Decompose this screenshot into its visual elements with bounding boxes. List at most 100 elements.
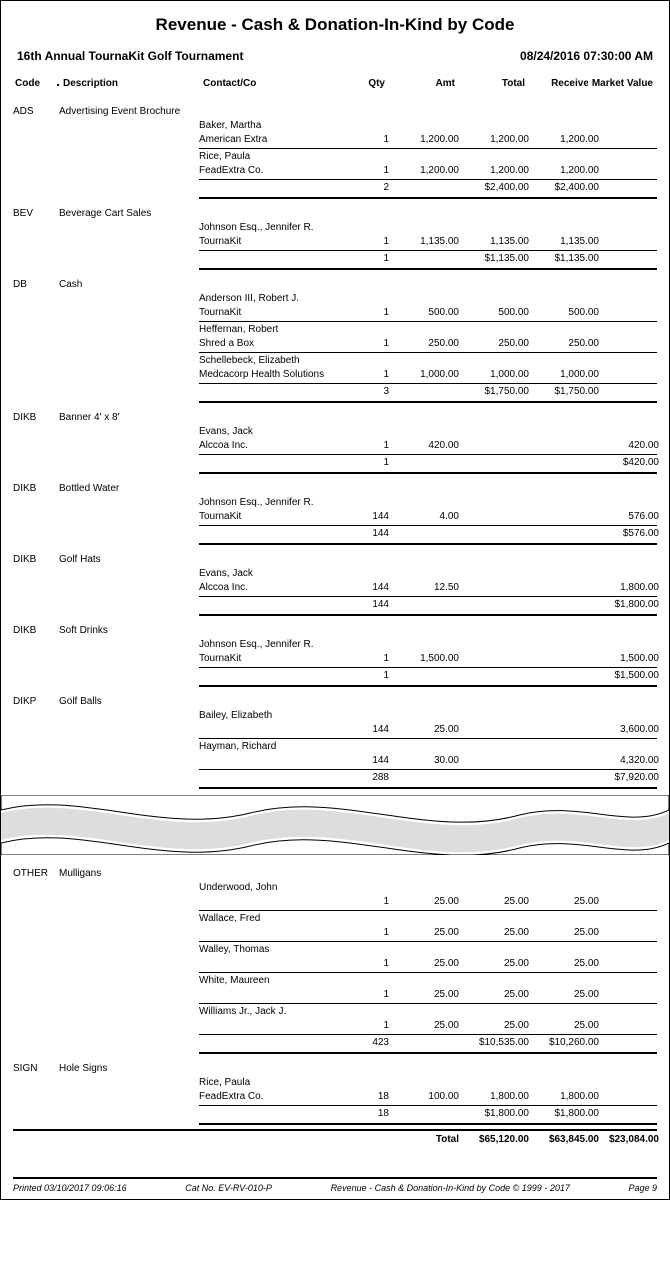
qty-cell: 1 xyxy=(349,164,389,178)
sections-top: ADSAdvertising Event BrochureBaker, Mart… xyxy=(13,99,657,789)
company-cell: Medcacorp Health Solutions xyxy=(199,368,349,382)
amt-cell: 1,500.00 xyxy=(389,652,459,666)
qty-cell: 1 xyxy=(349,235,389,249)
amt-cell: 1,135.00 xyxy=(389,235,459,249)
sub-received: $2,400.00 xyxy=(529,181,599,195)
contact-cell: Heffernan, Robert xyxy=(199,323,349,337)
event-datetime: 08/24/2016 07:30:00 AM xyxy=(520,49,653,63)
contact-cell: Wallace, Fred xyxy=(199,912,349,926)
section-DIKB: DIKBSoft DrinksJohnson Esq., Jennifer R.… xyxy=(13,618,657,687)
market-cell: 576.00 xyxy=(599,510,659,524)
contact-cell: Schellebeck, Elizabeth xyxy=(199,354,349,368)
sub-qty: 2 xyxy=(349,181,389,195)
amt-cell: 25.00 xyxy=(389,957,459,971)
received-cell: 1,000.00 xyxy=(529,368,599,382)
received-cell: 500.00 xyxy=(529,306,599,320)
qty-cell: 144 xyxy=(349,754,389,768)
footer-page: Page 9 xyxy=(628,1183,657,1193)
received-cell: 1,200.00 xyxy=(529,133,599,147)
code-cell: BEV xyxy=(13,207,59,221)
total-cell: 1,000.00 xyxy=(459,368,529,382)
col-contact: Contact/Co xyxy=(199,77,349,91)
received-cell: 25.00 xyxy=(529,957,599,971)
sub-received: $10,260.00 xyxy=(529,1036,599,1050)
company-cell: TournaKit xyxy=(199,652,349,666)
amt-cell: 100.00 xyxy=(389,1090,459,1104)
section-DB: DBCashAnderson III, Robert J.TournaKit15… xyxy=(13,272,657,403)
qty-cell: 1 xyxy=(349,368,389,382)
section-OTHER: OTHERMulligansUnderwood, John125.0025.00… xyxy=(13,861,657,1054)
sub-qty: 144 xyxy=(349,527,389,541)
contact-cell: Rice, Paula xyxy=(199,150,349,164)
total-cell: 25.00 xyxy=(459,1019,529,1033)
contact-cell: Evans, Jack xyxy=(199,425,349,439)
sub-market: $7,920.00 xyxy=(599,771,659,785)
contact-cell: Evans, Jack xyxy=(199,567,349,581)
sub-total: $10,535.00 xyxy=(459,1036,529,1050)
col-market: Market Value xyxy=(588,77,657,91)
amt-cell: 25.00 xyxy=(389,723,459,737)
contact-cell: Hayman, Richard xyxy=(199,740,349,754)
report-footer: Printed 03/10/2017 09:06:16 Cat No. EV-R… xyxy=(13,1177,657,1195)
desc-cell: Golf Hats xyxy=(59,553,199,567)
code-cell: DIKB xyxy=(13,553,59,567)
desc-cell: Bottled Water xyxy=(59,482,199,496)
sections-bottom: OTHERMulligansUnderwood, John125.0025.00… xyxy=(13,861,657,1125)
total-cell: 25.00 xyxy=(459,957,529,971)
contact-cell: Walley, Thomas xyxy=(199,943,349,957)
received-cell: 25.00 xyxy=(529,895,599,909)
company-cell: TournaKit xyxy=(199,306,349,320)
section-DIKB: DIKBGolf HatsEvans, JackAlccoa Inc.14412… xyxy=(13,547,657,616)
amt-cell: 420.00 xyxy=(389,439,459,453)
code-cell: DIKB xyxy=(13,411,59,425)
market-cell: 4,320.00 xyxy=(599,754,659,768)
qty-cell: 1 xyxy=(349,337,389,351)
sub-qty: 144 xyxy=(349,598,389,612)
total-cell: 25.00 xyxy=(459,988,529,1002)
company-cell: TournaKit xyxy=(199,510,349,524)
col-amt: Amt xyxy=(389,77,459,91)
qty-cell: 1 xyxy=(349,133,389,147)
sub-total: $2,400.00 xyxy=(459,181,529,195)
sub-received: $1,135.00 xyxy=(529,252,599,266)
qty-cell: 144 xyxy=(349,510,389,524)
received-cell: 1,800.00 xyxy=(529,1090,599,1104)
qty-cell: 1 xyxy=(349,895,389,909)
market-cell: 420.00 xyxy=(599,439,659,453)
desc-cell: Beverage Cart Sales xyxy=(59,207,199,221)
code-cell: DIKB xyxy=(13,624,59,638)
company-cell: Shred a Box xyxy=(199,337,349,351)
sub-total: $1,135.00 xyxy=(459,252,529,266)
desc-cell: Cash xyxy=(59,278,199,292)
contact-cell: Johnson Esq., Jennifer R. xyxy=(199,638,349,652)
received-cell: 1,200.00 xyxy=(529,164,599,178)
grand-total-row: Total $65,120.00 $63,845.00 $23,084.00 xyxy=(13,1133,657,1147)
qty-cell: 144 xyxy=(349,581,389,595)
received-cell: 25.00 xyxy=(529,988,599,1002)
sub-qty: 18 xyxy=(349,1107,389,1121)
sub-qty: 1 xyxy=(349,456,389,470)
contact-cell: Rice, Paula xyxy=(199,1076,349,1090)
code-cell: SIGN xyxy=(13,1062,59,1076)
footer-catno: Cat No. EV-RV-010-P xyxy=(185,1183,272,1193)
qty-cell: 1 xyxy=(349,926,389,940)
column-header-bar: Code Description Contact/Co Qty Amt Tota… xyxy=(13,77,657,91)
total-cell: 25.00 xyxy=(459,926,529,940)
amt-cell: 250.00 xyxy=(389,337,459,351)
market-cell: 3,600.00 xyxy=(599,723,659,737)
code-cell: OTHER xyxy=(13,867,59,881)
sub-qty: 288 xyxy=(349,771,389,785)
contact-cell: White, Maureen xyxy=(199,974,349,988)
sub-total: $1,800.00 xyxy=(459,1107,529,1121)
sub-market: $576.00 xyxy=(599,527,659,541)
total-cell: 1,800.00 xyxy=(459,1090,529,1104)
sub-market: $1,800.00 xyxy=(599,598,659,612)
code-cell: DIKP xyxy=(13,695,59,709)
code-cell: DB xyxy=(13,278,59,292)
report-page: Revenue - Cash & Donation-In-Kind by Cod… xyxy=(0,0,670,1200)
contact-cell: Johnson Esq., Jennifer R. xyxy=(199,221,349,235)
total-cell: 1,135.00 xyxy=(459,235,529,249)
company-cell: FeadExtra Co. xyxy=(199,164,349,178)
qty-cell: 18 xyxy=(349,1090,389,1104)
contact-cell: Bailey, Elizabeth xyxy=(199,709,349,723)
